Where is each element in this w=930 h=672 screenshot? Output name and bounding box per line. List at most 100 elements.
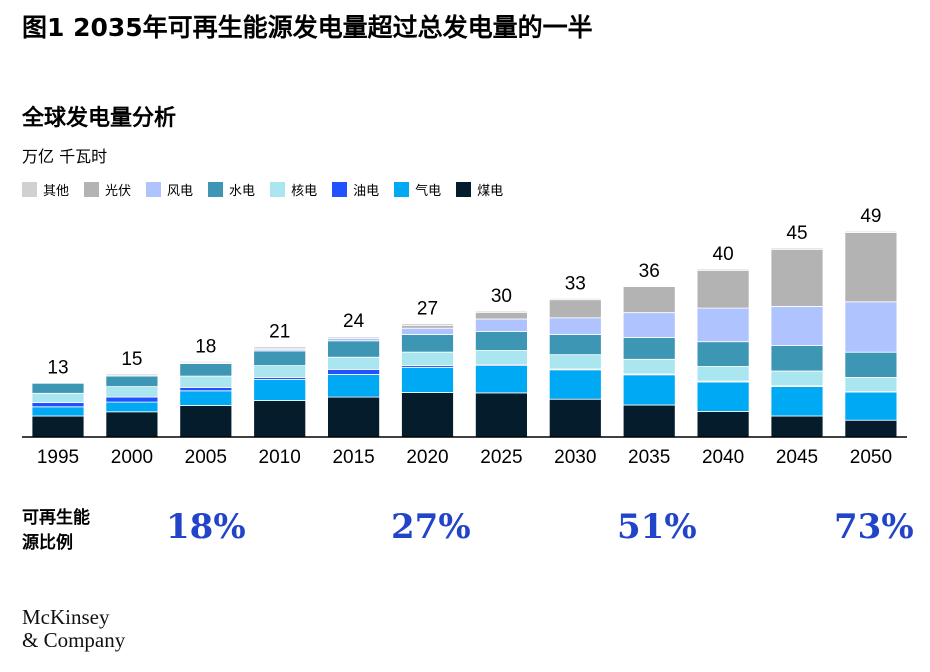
bar-segment-2005-1	[179, 390, 233, 406]
renewable-share-2000: 18%	[166, 507, 246, 547]
bar-segment-2010-3	[253, 365, 307, 378]
bar-segment-2020-1	[401, 366, 454, 393]
bar-segment-2030-3	[548, 354, 602, 370]
total-label-2040: 40	[713, 244, 734, 265]
bar-segment-2040-7	[696, 268, 750, 271]
bar-segment-2045-0	[770, 415, 824, 438]
x-tick-2040: 2040	[702, 447, 744, 468]
chart-legend: 其他 光伏 风电 水电 核电 油电 气电 煤电	[22, 180, 518, 199]
legend-swatch	[22, 182, 37, 197]
legend-label: 核电	[291, 184, 318, 199]
bar-segment-2050-3	[844, 376, 898, 393]
legend-item-1: 光伏	[84, 180, 131, 199]
legend-item-3: 水电	[208, 180, 255, 199]
bar-segment-2015-1	[327, 373, 381, 398]
bar-segment-2035-0	[622, 404, 676, 438]
bar-segment-2035-3	[622, 358, 676, 375]
x-tick-2045: 2045	[776, 447, 818, 468]
x-tick-2010: 2010	[259, 447, 301, 468]
legend-swatch	[394, 182, 410, 197]
renewable-share-heading-line-2: 源比例	[22, 533, 73, 553]
bar-segment-1995-4	[31, 382, 85, 394]
bar-segment-2035-1	[622, 374, 676, 406]
total-label-2045: 45	[786, 223, 807, 244]
bar-segment-2015-3	[327, 356, 381, 370]
bar-segment-2000-3	[105, 386, 159, 398]
x-tick-2030: 2030	[554, 447, 596, 468]
bar-segment-2005-0	[179, 405, 233, 438]
bar-segment-2005-2	[179, 386, 233, 392]
stacked-bar-chart: 13 1995 15 2000 18 2005 21 2010 24 2015 27 2020 30 20…	[22, 206, 907, 468]
bar-segment-2000-2	[105, 396, 159, 403]
legend-item-2: 风电	[146, 180, 193, 199]
bar-segment-2010-4	[253, 350, 307, 366]
legend-label: 光伏	[105, 184, 132, 199]
x-tick-2000: 2000	[111, 447, 153, 468]
legend-item-5: 油电	[332, 180, 379, 199]
x-tick-2015: 2015	[332, 447, 374, 468]
bar-segment-2040-4	[696, 341, 750, 367]
legend-label: 风电	[167, 184, 194, 199]
bar-segment-2030-1	[548, 369, 602, 400]
total-label-2030: 33	[565, 273, 586, 294]
renewable-share-2050: 73%	[834, 507, 914, 547]
bar-segment-2015-7	[327, 335, 381, 338]
bar-segment-1995-1	[31, 406, 85, 417]
total-label-2020: 27	[417, 299, 438, 320]
total-label-2050: 49	[860, 206, 881, 227]
total-label-2005: 18	[195, 336, 216, 357]
legend-swatch	[146, 182, 162, 197]
bar-segment-2040-5	[696, 307, 750, 343]
x-tick-1995: 1995	[37, 447, 79, 468]
bar-segment-2020-7	[401, 323, 454, 326]
x-tick-2020: 2020	[406, 447, 448, 468]
legend-label: 气电	[415, 184, 442, 199]
renewable-share-2035: 51%	[617, 507, 697, 547]
bar-segment-2025-5	[474, 318, 528, 333]
total-label-2015: 24	[343, 311, 365, 332]
bar-segment-2020-3	[401, 351, 454, 367]
bar-segment-2035-4	[622, 337, 676, 360]
bar-segment-2045-5	[770, 305, 824, 346]
legend-swatch	[456, 182, 472, 197]
bar-segment-2035-7	[622, 285, 676, 287]
bar-segment-2020-6	[401, 324, 454, 329]
legend-item-7: 煤电	[456, 180, 503, 199]
bar-segment-2045-7	[770, 247, 824, 250]
bar-segment-2010-1	[253, 379, 307, 401]
bar-segment-2045-3	[770, 370, 824, 387]
total-label-2010: 21	[269, 322, 290, 343]
bar-segment-2040-1	[696, 381, 750, 412]
bar-segment-2000-4	[105, 375, 159, 388]
legend-label: 其他	[43, 184, 70, 199]
bar-segment-2005-3	[179, 375, 233, 388]
bar-segment-2020-0	[401, 392, 454, 438]
bar-segment-2050-5	[844, 301, 898, 353]
legend-label: 水电	[229, 184, 256, 199]
bar-segment-2010-0	[253, 400, 307, 438]
bar-segment-2000-0	[105, 411, 159, 438]
legend-item-0: 其他	[22, 180, 69, 199]
x-tick-2005: 2005	[185, 447, 227, 468]
bar-segment-2050-4	[844, 351, 898, 378]
mckinsey-logo: McKinsey & Company	[22, 606, 125, 652]
bar-segment-2025-3	[474, 350, 528, 365]
logo-line-1: McKinsey	[22, 605, 110, 629]
legend-label: 油电	[353, 184, 380, 199]
renewable-share-heading-line-1: 可再生能	[22, 508, 90, 528]
bar-segment-2025-7	[474, 310, 528, 313]
bar-segment-2015-4	[327, 340, 381, 358]
figure-title: 图1 2035年可再生能源发电量超过总发电量的一半	[22, 13, 593, 42]
bar-segment-2030-4	[548, 334, 602, 356]
renewable-share-heading: 可再生能 源比例	[22, 506, 132, 556]
total-label-1995: 13	[47, 357, 68, 378]
bar-segment-2050-7	[844, 230, 898, 233]
bar-segment-2040-3	[696, 365, 750, 382]
bar-segment-2025-1	[474, 365, 528, 394]
bar-segment-2025-0	[474, 392, 528, 438]
bar-segment-2005-4	[179, 363, 233, 377]
legend-label: 煤电	[477, 184, 504, 199]
bar-segment-2050-1	[844, 391, 898, 421]
bar-segment-2010-7	[253, 346, 307, 350]
bar-segment-2030-6	[548, 299, 602, 319]
